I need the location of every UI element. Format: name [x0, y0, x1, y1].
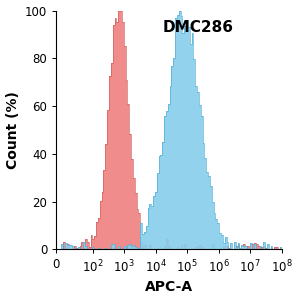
- Y-axis label: Count (%): Count (%): [6, 91, 20, 169]
- Text: DMC286: DMC286: [163, 20, 234, 35]
- X-axis label: APC-A: APC-A: [145, 280, 193, 294]
